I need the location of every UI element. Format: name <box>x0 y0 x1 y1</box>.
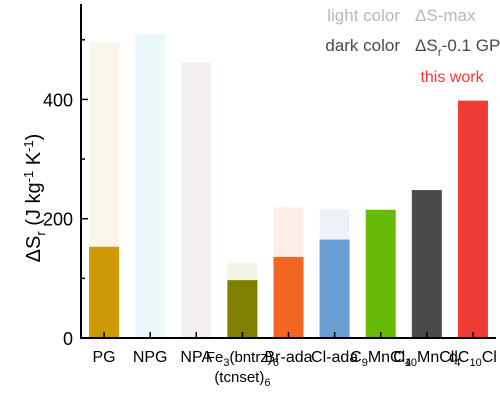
svg-text:C10MnCl4: C10MnCl4 <box>393 349 460 369</box>
axes-group <box>80 4 496 339</box>
dark-bars-group <box>89 100 488 338</box>
svg-text:dC10Cl: dC10Cl <box>449 349 497 369</box>
y-tick-label-200: 200 <box>43 210 73 230</box>
svg-text:Cl-ada: Cl-ada <box>311 349 358 366</box>
svg-text:Fe3(bntrz)6: Fe3(bntrz)6 <box>206 349 279 369</box>
svg-text:NPG: NPG <box>133 349 168 366</box>
x-category-label-2: NPA <box>180 349 212 366</box>
x-category-label-0: PG <box>92 349 115 366</box>
x-category-label-4: Br-ada <box>264 349 312 366</box>
x-category-label-1: NPG <box>133 349 168 366</box>
bar-max-1 <box>135 33 166 338</box>
legend-dark-prefix: dark color <box>325 36 400 55</box>
bar-0p1gpa-7 <box>411 190 442 338</box>
y-tick-labels: 0 200 400 <box>43 90 73 349</box>
x-category-label-7: C10MnCl4 <box>393 349 460 369</box>
x-category-label-5: Cl-ada <box>311 349 358 366</box>
x-category-label-8: dC10Cl <box>449 349 497 369</box>
x-category-label-6: C9MnCl4 <box>350 349 411 369</box>
svg-text:C9MnCl4: C9MnCl4 <box>350 349 411 369</box>
x-tick-labels: PG NPG NPAFe3(bntrz)6(tcnset)6Br-adaCl-ada… <box>92 349 496 389</box>
bar-0p1gpa-3 <box>227 280 258 338</box>
bar-0p1gpa-8 <box>457 100 488 338</box>
this-work-annotation: this work <box>420 69 484 86</box>
bar-0p1gpa-5 <box>319 239 350 338</box>
svg-text:NPA: NPA <box>180 349 212 366</box>
y-tick-label-0: 0 <box>63 329 73 349</box>
legend-light-prefix: light color <box>327 6 400 25</box>
svg-text:(tcnset)6: (tcnset)6 <box>214 369 270 389</box>
legend: light color ΔS-max dark color ΔSr-0.1 GP… <box>325 6 500 59</box>
light-bars-group <box>89 33 350 339</box>
svg-text:Br-ada: Br-ada <box>264 349 312 366</box>
x-category-label-3: Fe3(bntrz)6(tcnset)6 <box>206 349 279 389</box>
bar-0p1gpa-0 <box>89 246 120 338</box>
y-tick-label-400: 400 <box>43 90 73 110</box>
legend-dark-label: ΔSr-0.1 GPa <box>415 36 500 59</box>
svg-text:PG: PG <box>92 349 115 366</box>
bar-max-2 <box>181 62 212 338</box>
bar-0p1gpa-6 <box>365 209 396 338</box>
y-axis-label: ΔSr (J kg-1 K-1) <box>21 134 48 263</box>
bar-0p1gpa-4 <box>273 256 304 338</box>
legend-light-label: ΔS-max <box>415 6 476 25</box>
